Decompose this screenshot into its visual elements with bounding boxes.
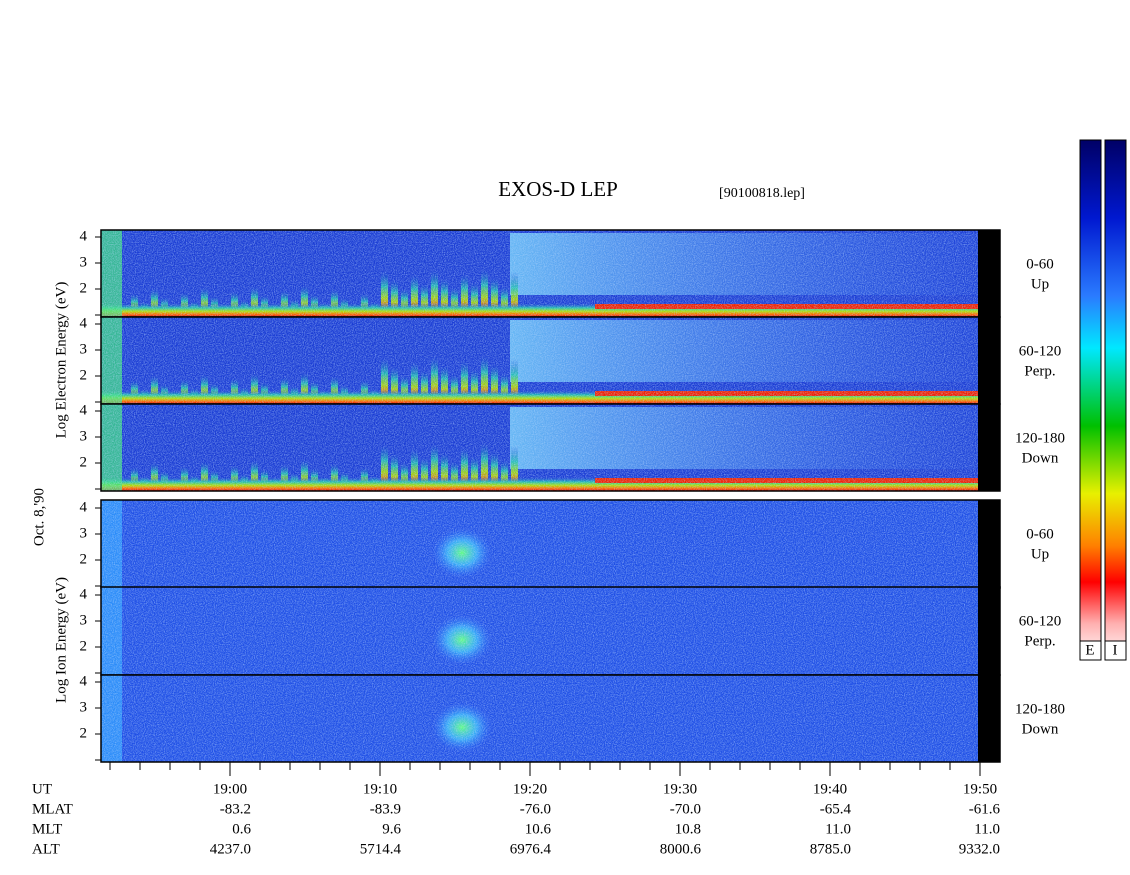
row-value: 4237.0 xyxy=(210,841,251,857)
y-tick-label: 3 xyxy=(80,699,88,715)
electron-axis-label: Log Electron Energy (eV) xyxy=(53,282,69,439)
ut-label: 19:20 xyxy=(513,781,547,797)
speckle xyxy=(101,404,978,491)
row-value: -70.0 xyxy=(670,801,701,817)
date-label: Oct. 8,'90 xyxy=(31,488,47,546)
y-tick-label: 2 xyxy=(80,725,88,741)
speckle xyxy=(101,587,978,675)
file-name: [90100818.lep] xyxy=(719,186,805,201)
y-tick-label: 3 xyxy=(80,341,88,357)
row-value: 11.0 xyxy=(825,821,851,837)
row-label: ALT xyxy=(32,841,60,857)
row-value: 11.0 xyxy=(974,821,1000,837)
y-tick-label: 3 xyxy=(80,612,88,628)
y-tick-label: 2 xyxy=(80,280,88,296)
row-value: 10.6 xyxy=(525,821,552,837)
row-value: 5714.4 xyxy=(360,841,402,857)
data-gap xyxy=(978,587,1000,675)
ut-label: 19:30 xyxy=(663,781,697,797)
ut-label: 19:50 xyxy=(963,781,997,797)
colorbar-label-box xyxy=(1104,640,1127,661)
data-gap xyxy=(978,500,1000,588)
y-tick-label: 4 xyxy=(80,228,88,244)
panel-direction: Down xyxy=(1022,450,1059,466)
colorbar-label-box xyxy=(1079,640,1102,661)
colorbar-label: I xyxy=(1113,642,1118,658)
data-gap xyxy=(978,675,1000,762)
y-tick-label: 4 xyxy=(80,673,88,689)
row-value: -83.2 xyxy=(220,801,251,817)
speckle xyxy=(101,500,978,588)
row-label: UT xyxy=(32,781,52,797)
row-value: -65.4 xyxy=(820,801,852,817)
panel-angle: 0-60 xyxy=(1026,526,1054,542)
row-value: -61.6 xyxy=(969,801,1001,817)
row-value: 0.6 xyxy=(232,821,251,837)
speckle xyxy=(101,317,978,404)
panel-angle: 0-60 xyxy=(1026,256,1054,272)
colorbar-electron xyxy=(1079,139,1102,661)
data-gap xyxy=(978,317,1000,404)
row-value: 6976.4 xyxy=(510,841,552,857)
panel-direction: Perp. xyxy=(1024,363,1055,379)
row-label: MLAT xyxy=(32,801,73,817)
y-tick-label: 4 xyxy=(80,402,88,418)
y-tick-label: 2 xyxy=(80,454,88,470)
speckle xyxy=(101,675,978,762)
panel-direction: Down xyxy=(1022,721,1059,737)
ut-label: 19:00 xyxy=(213,781,247,797)
y-tick-label: 4 xyxy=(80,586,88,602)
panel-angle: 120-180 xyxy=(1015,701,1065,717)
y-tick-label: 2 xyxy=(80,638,88,654)
row-value: 8000.6 xyxy=(660,841,702,857)
ion-axis-label: Log Ion Energy (eV) xyxy=(53,577,69,703)
y-tick-label: 2 xyxy=(80,551,88,567)
colorbar-label: E xyxy=(1085,642,1094,658)
panel-direction: Perp. xyxy=(1024,633,1055,649)
panel-angle: 120-180 xyxy=(1015,430,1065,446)
panel-direction: Up xyxy=(1031,276,1049,292)
title: EXOS-D LEP xyxy=(498,177,618,201)
panel-frame xyxy=(100,403,1001,492)
y-tick-label: 3 xyxy=(80,525,88,541)
colorbar-ion xyxy=(1104,139,1127,661)
data-gap xyxy=(978,404,1000,491)
row-value: -83.9 xyxy=(370,801,401,817)
ut-label: 19:40 xyxy=(813,781,847,797)
y-tick-label: 4 xyxy=(80,499,88,515)
panel-angle: 60-120 xyxy=(1019,343,1062,359)
row-value: 8785.0 xyxy=(810,841,851,857)
row-value: 10.8 xyxy=(675,821,701,837)
y-tick-label: 4 xyxy=(80,315,88,331)
panel-direction: Up xyxy=(1031,546,1049,562)
panel-angle: 60-120 xyxy=(1019,613,1062,629)
row-label: MLT xyxy=(32,821,62,837)
row-value: 9332.0 xyxy=(959,841,1000,857)
y-tick-label: 3 xyxy=(80,428,88,444)
row-value: 9.6 xyxy=(382,821,401,837)
data-gap xyxy=(978,230,1000,317)
panel-frame xyxy=(100,674,1001,763)
row-value: -76.0 xyxy=(520,801,551,817)
ut-label: 19:10 xyxy=(363,781,397,797)
y-tick-label: 3 xyxy=(80,254,88,270)
speckle xyxy=(101,230,978,317)
y-tick-label: 2 xyxy=(80,367,88,383)
